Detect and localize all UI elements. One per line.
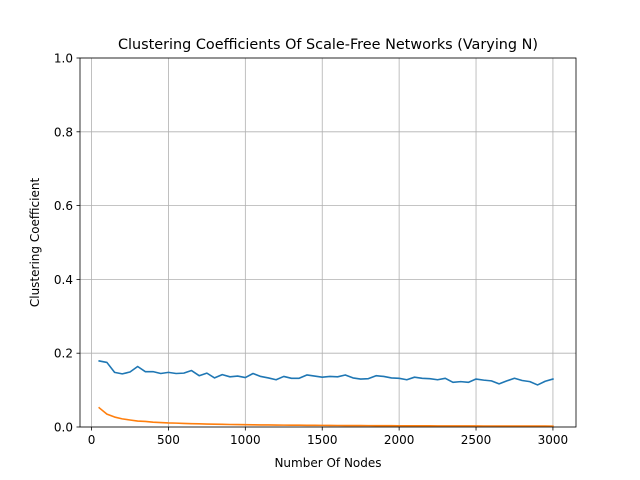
y-axis-label: Clustering Coefficient — [28, 178, 42, 308]
x-tick-label: 0 — [88, 433, 96, 447]
plot-frame — [79, 57, 577, 428]
x-tick-label: 1000 — [230, 433, 261, 447]
y-tick-label: 0.6 — [54, 199, 73, 213]
y-tick-label: 1.0 — [54, 52, 73, 66]
x-tick-label: 2000 — [384, 433, 415, 447]
x-axis-label: Number Of Nodes — [274, 456, 381, 470]
series-line-1 — [98, 360, 554, 386]
chart-title: Clustering Coefficients Of Scale-Free Ne… — [118, 37, 538, 53]
x-tick-label: 2500 — [461, 433, 492, 447]
y-tick-label: 0.4 — [54, 273, 73, 287]
series-layer — [98, 360, 554, 427]
axes-ticks: 0 500 1000 1500 2000 2500 3000 0.0 0.2 0.4 0.6 0.8 1… — [54, 52, 568, 448]
y-tick-label: 0.2 — [54, 347, 73, 361]
y-tick-label: 0.0 — [54, 421, 73, 435]
y-tick-label: 0.8 — [54, 125, 73, 139]
x-tick-label: 3000 — [538, 433, 569, 447]
x-tick-label: 500 — [157, 433, 180, 447]
x-tick-label: 1500 — [307, 433, 338, 447]
series-line-2 — [98, 406, 554, 427]
